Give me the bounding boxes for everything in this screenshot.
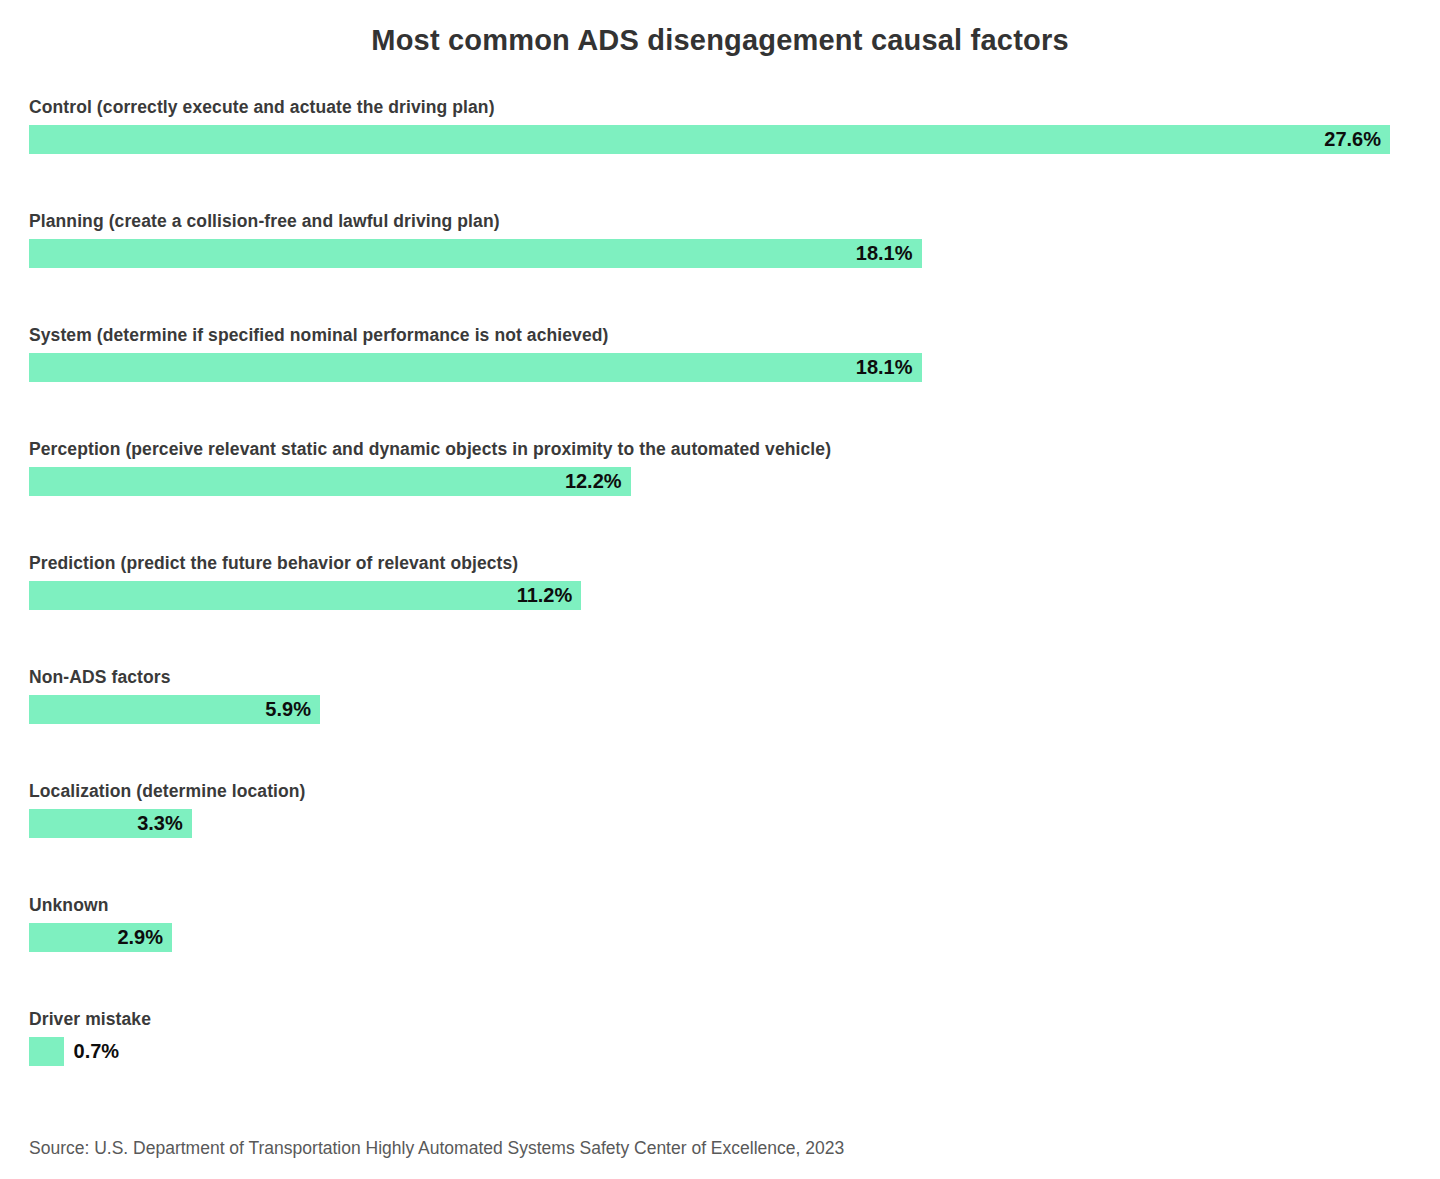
bar-category-label: Non-ADS factors (29, 666, 1440, 688)
bar-category-label: Prediction (predict the future behavior … (29, 552, 1440, 574)
bar: 2.9% (29, 923, 172, 952)
bar-track: 5.9% (29, 695, 1390, 724)
bar-track: 12.2% (29, 467, 1390, 496)
bar-value-label: 5.9% (265, 695, 320, 724)
bar-category-label: Unknown (29, 894, 1440, 916)
chart-title: Most common ADS disengagement causal fac… (0, 22, 1440, 58)
bar-value-label: 27.6% (1324, 125, 1390, 154)
bar: 12.2% (29, 467, 631, 496)
bar-category-label: Planning (create a collision-free and la… (29, 210, 1440, 232)
bar-track: 27.6% (29, 125, 1390, 154)
bar-track: 18.1% (29, 239, 1390, 268)
bar-row: Driver mistake 0.7% (29, 1008, 1440, 1066)
bar: 3.3% (29, 809, 192, 838)
bar-category-label: Localization (determine location) (29, 780, 1440, 802)
bar: 27.6% (29, 125, 1390, 154)
bar: 18.1% (29, 239, 922, 268)
bar-row: System (determine if specified nominal p… (29, 324, 1440, 382)
bar-row: Non-ADS factors 5.9% (29, 666, 1440, 724)
bar-track: 3.3% (29, 809, 1390, 838)
bar-row: Localization (determine location) 3.3% (29, 780, 1440, 838)
bar-track: 0.7% (29, 1037, 1390, 1066)
bar-value-label: 18.1% (856, 353, 922, 382)
bar-track: 18.1% (29, 353, 1390, 382)
bar-category-label: Perception (perceive relevant static and… (29, 438, 1440, 460)
bar-value-label: 12.2% (565, 467, 631, 496)
bar-row: Unknown 2.9% (29, 894, 1440, 952)
bar-row: Planning (create a collision-free and la… (29, 210, 1440, 268)
bar-value-label: 11.2% (517, 581, 582, 610)
bar (29, 1037, 64, 1066)
bar-value-label: 0.7% (74, 1037, 120, 1066)
bar: 5.9% (29, 695, 320, 724)
bar-category-label: Driver mistake (29, 1008, 1440, 1030)
bar-category-label: System (determine if specified nominal p… (29, 324, 1440, 346)
bar-value-label: 3.3% (137, 809, 192, 838)
source-note: Source: U.S. Department of Transportatio… (0, 1136, 1440, 1160)
bar-value-label: 18.1% (856, 239, 922, 268)
bar-value-label: 2.9% (117, 923, 172, 952)
bar-row: Prediction (predict the future behavior … (29, 552, 1440, 610)
bar: 18.1% (29, 353, 922, 382)
bar-chart: Control (correctly execute and actuate t… (0, 96, 1440, 1066)
bar-row: Perception (perceive relevant static and… (29, 438, 1440, 496)
bar-track: 2.9% (29, 923, 1390, 952)
bar-category-label: Control (correctly execute and actuate t… (29, 96, 1440, 118)
chart-page: Most common ADS disengagement causal fac… (0, 0, 1440, 1160)
bar-row: Control (correctly execute and actuate t… (29, 96, 1440, 154)
bar-track: 11.2% (29, 581, 1390, 610)
bar: 11.2% (29, 581, 581, 610)
